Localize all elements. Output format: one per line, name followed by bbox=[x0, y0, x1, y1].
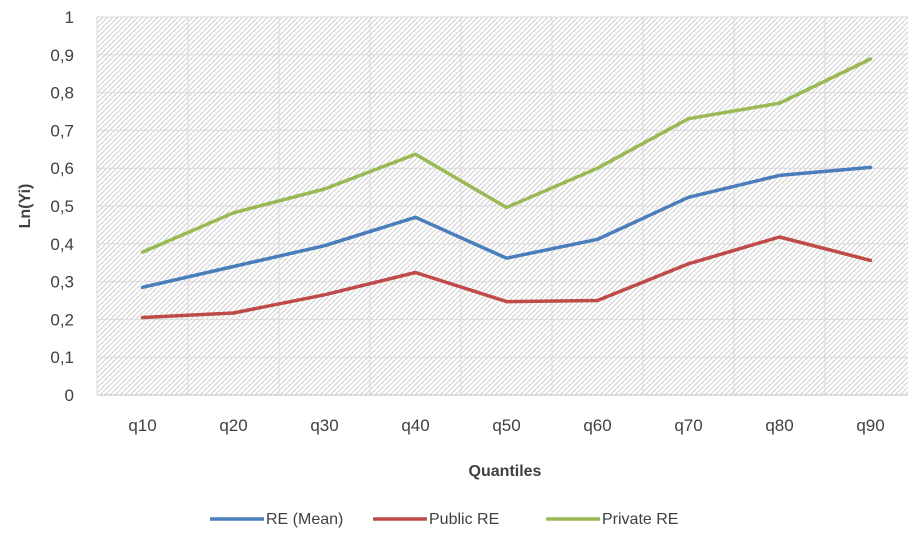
y-tick-label: 0,5 bbox=[50, 197, 74, 216]
y-tick-label: 1 bbox=[65, 8, 74, 27]
x-tick-label: q40 bbox=[401, 416, 429, 435]
y-tick-label: 0,6 bbox=[50, 159, 74, 178]
y-tick-label: 0,8 bbox=[50, 84, 74, 103]
x-tick-label: q20 bbox=[219, 416, 247, 435]
series-line-re-mean bbox=[140, 165, 873, 290]
x-tick-label: q90 bbox=[856, 416, 884, 435]
series-line-public-re bbox=[140, 235, 873, 320]
legend: RE (Mean) Public RE Private RE bbox=[210, 511, 678, 528]
y-tick-label: 0,1 bbox=[50, 348, 74, 367]
x-tick-label: q70 bbox=[674, 416, 702, 435]
x-tick-label: q10 bbox=[128, 416, 156, 435]
series-lines bbox=[140, 57, 873, 320]
y-tick-label: 0,7 bbox=[50, 121, 74, 140]
series-line-private-re bbox=[140, 57, 873, 254]
x-tick-label: q30 bbox=[310, 416, 338, 435]
x-tick-label: q80 bbox=[765, 416, 793, 435]
legend-label: Private RE bbox=[602, 511, 678, 528]
x-tick-label: q50 bbox=[492, 416, 520, 435]
y-tick-label: 0,3 bbox=[50, 273, 74, 292]
legend-label: RE (Mean) bbox=[266, 511, 343, 528]
y-tick-label: 0 bbox=[65, 386, 74, 405]
y-tick-label: 0,2 bbox=[50, 310, 74, 329]
x-tick-label: q60 bbox=[583, 416, 611, 435]
y-axis-title: Ln(Yi) bbox=[17, 184, 34, 229]
x-axis-title: Quantiles bbox=[469, 463, 542, 480]
y-tick-label: 0,9 bbox=[50, 46, 74, 65]
legend-label: Public RE bbox=[429, 511, 499, 528]
y-tick-label: 0,4 bbox=[50, 235, 74, 254]
tick-labels: 0 0,1 0,2 0,3 0,4 0,5 0,6 0,7 0,8 0,9 1 q10 q20 q30 q4… bbox=[50, 8, 884, 435]
gridlines bbox=[96, 16, 908, 396]
